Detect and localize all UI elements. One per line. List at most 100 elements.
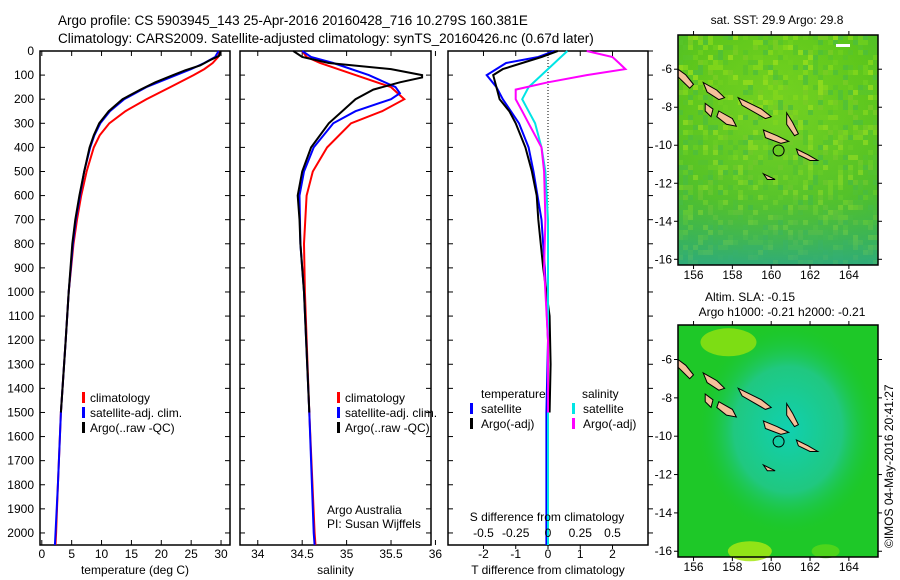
x-tick-label: -2 <box>478 547 489 561</box>
lat-tick-label: -14 <box>655 214 673 228</box>
lon-tick-label: 156 <box>684 268 704 282</box>
legend-swatch <box>82 407 85 418</box>
argo-position-marker <box>772 435 785 448</box>
sla-anomaly <box>678 325 878 557</box>
legend-swatch <box>337 392 340 403</box>
y-tick-label: 1400 <box>7 381 34 395</box>
lon-tick-label: 160 <box>761 560 781 574</box>
salinity-panel: 34 34.5 35 35.5 36 salinity climatologysatelli… <box>239 50 442 577</box>
lat-tick-label: -16 <box>655 252 673 266</box>
legend-swatch <box>470 403 473 414</box>
x2-axis-label: S difference from climatology <box>470 510 625 524</box>
lon-tick-label: 162 <box>800 560 820 574</box>
x2-tick-label: 0.5 <box>604 526 621 540</box>
y-tick-label: 500 <box>14 164 34 178</box>
island <box>786 111 800 137</box>
island <box>716 110 738 127</box>
series-line-argo-raw-qc- <box>59 50 222 413</box>
x-tick-label: 10 <box>95 547 109 561</box>
plot-frame <box>239 50 432 546</box>
series-line-s-argo-adj- <box>514 50 628 413</box>
y-tick-label: 900 <box>14 261 34 275</box>
legend-label: climatology <box>345 391 405 405</box>
lat-tick-label: -12 <box>655 176 673 190</box>
y-tick-label: 1700 <box>7 454 34 468</box>
legend-swatch <box>82 392 85 403</box>
y-tick-label: 200 <box>14 92 34 106</box>
legend-swatch <box>337 407 340 418</box>
lat-tick-label: -6 <box>661 62 672 76</box>
lon-tick-label: 156 <box>684 560 704 574</box>
island <box>737 96 773 120</box>
x-tick-label: 5 <box>68 547 75 561</box>
lon-tick-label: 158 <box>722 560 742 574</box>
island <box>761 172 776 180</box>
x-tick-label: 34 <box>251 547 265 561</box>
lat-tick-label: -8 <box>661 391 672 405</box>
island <box>761 463 776 472</box>
x2-tick-label: -0.25 <box>502 526 530 540</box>
island <box>702 81 726 101</box>
island <box>704 102 714 118</box>
y-tick-label: 400 <box>14 140 34 154</box>
title-line-1: Argo profile: CS 5903945_143 25-Apr-2016… <box>58 13 528 28</box>
series-line-argo-raw-qc- <box>292 50 424 413</box>
x-tick-label: 15 <box>125 547 139 561</box>
x2-tick-label: 0 <box>545 526 552 540</box>
x-tick-label: 20 <box>155 547 169 561</box>
y-tick-label: 1200 <box>7 333 34 347</box>
x-tick-label: 0 <box>545 547 552 561</box>
legend-swatch <box>82 422 85 433</box>
island <box>704 393 714 409</box>
island <box>702 371 726 391</box>
y-tick-label: 1800 <box>7 478 34 492</box>
x-tick-label: 2 <box>609 547 616 561</box>
legend-label: satellite <box>583 402 624 416</box>
lat-tick-label: -14 <box>655 506 673 520</box>
x-tick-label: -1 <box>510 547 521 561</box>
island <box>795 439 820 452</box>
y-tick-label: 300 <box>14 116 34 130</box>
series-line-t-satellite <box>485 50 555 545</box>
legend-label: satellite-adj. clim. <box>345 406 437 420</box>
map-frame <box>677 34 879 266</box>
x-tick-label: 0 <box>38 547 45 561</box>
y-tick-label: 1600 <box>7 430 34 444</box>
sst-gradient-overlay <box>678 35 878 265</box>
y-tick-label: 1000 <box>7 285 34 299</box>
sla-map: 156 158 160 162 164 -6 -8 -10 -12 -14 -16 Altim. SL… <box>655 290 882 574</box>
lon-tick-label: 162 <box>800 268 820 282</box>
lat-tick-label: -6 <box>661 353 672 367</box>
map-marker <box>836 44 850 47</box>
y-tick-label: 2000 <box>7 526 34 540</box>
legend-swatch <box>572 418 575 429</box>
annotation-line: PI: Susan Wijffels <box>327 517 421 531</box>
legend-swatch <box>470 418 473 429</box>
y-tick-label: 800 <box>14 237 34 251</box>
map-frame <box>677 324 879 558</box>
lat-tick-label: -8 <box>661 100 672 114</box>
sla-high <box>700 328 757 357</box>
x-axis-label: salinity <box>317 563 354 577</box>
island <box>737 387 773 410</box>
x-tick-label: 35 <box>340 547 354 561</box>
lon-tick-label: 164 <box>839 560 859 574</box>
island <box>786 401 800 428</box>
x-tick-label: 30 <box>214 547 228 561</box>
y-tick-label: 100 <box>14 68 34 82</box>
lon-tick-label: 164 <box>839 268 859 282</box>
x-tick-label: 34.5 <box>291 547 315 561</box>
y-tick-label: 700 <box>14 213 34 227</box>
legend-swatch <box>337 422 340 433</box>
y-tick-label: 600 <box>14 189 34 203</box>
y-tick-label: 1900 <box>7 502 34 516</box>
legend-label: Argo(..raw -QC) <box>90 421 175 435</box>
lat-tick-label: -16 <box>655 544 673 558</box>
sst-map: 156 158 160 162 164 -6 -8 -10 -12 -14 -16 sat. SST:… <box>655 13 882 282</box>
lon-tick-label: 160 <box>761 268 781 282</box>
credit-text: ©IMOS 04-May-2016 20:41:27 <box>882 384 896 548</box>
legend-label: climatology <box>90 391 150 405</box>
y-tick-label: 0 <box>27 44 34 58</box>
x-axis-label: temperature (deg C) <box>81 563 189 577</box>
